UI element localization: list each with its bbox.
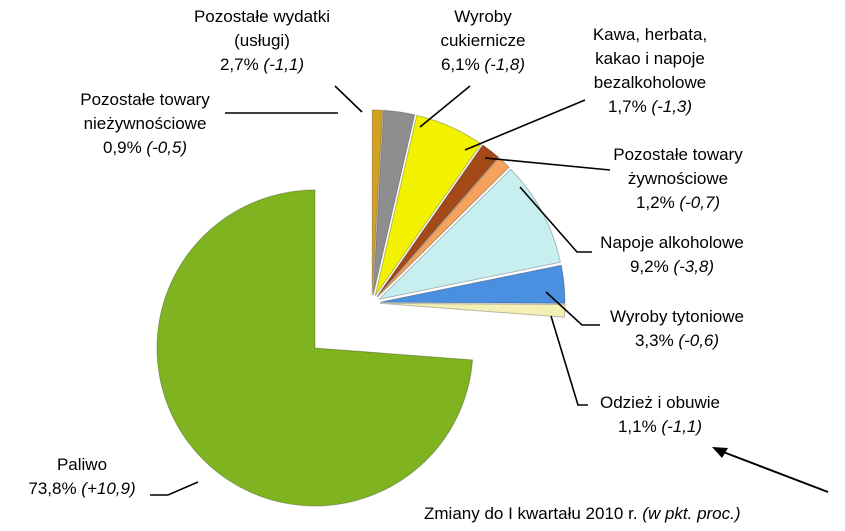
slice (377, 156, 510, 298)
value-label: 1,1% (-1,1) (618, 417, 702, 436)
value-label: 3,3% (-0,6) (635, 331, 719, 350)
percent: 0,9% (103, 138, 142, 157)
percent: 3,3% (635, 331, 674, 350)
label-line: bezalkoholowe (594, 73, 706, 92)
change: (-1,1) (661, 417, 702, 436)
category-label: Wyroby cukiernicze (440, 7, 525, 50)
slice (372, 109, 416, 296)
value-label: 1,7% (-1,3) (608, 97, 692, 116)
label-line: kakao i napoje (595, 49, 705, 68)
label-line: żywnościowe (628, 169, 728, 188)
change: (-0,6) (678, 331, 719, 350)
category-label: Pozostałe towary żywnościowe (613, 145, 743, 188)
leader-line (150, 481, 199, 496)
category-label: Odzież i obuwie (600, 393, 720, 412)
change: (-0,5) (146, 138, 187, 157)
slice (156, 189, 474, 507)
label-line: Wyroby tytoniowe (610, 307, 744, 326)
note-unit: (w pkt. proc.) (642, 504, 740, 523)
change: (-1,3) (651, 97, 692, 116)
change: (-3,8) (673, 257, 714, 276)
change: (+10,9) (81, 479, 135, 498)
category-label: Pozostałe towary nieżywnościowe (80, 90, 210, 133)
percent: 9,2% (630, 257, 669, 276)
slice (379, 264, 566, 304)
change: (-1,8) (484, 55, 525, 74)
category-label: Paliwo (57, 455, 107, 474)
slice (376, 144, 500, 298)
value-label: 0,9% (-0,5) (103, 138, 187, 157)
leader-line (484, 157, 611, 171)
label-line: Kawa, herbata, (593, 25, 707, 44)
category-label: Napoje alkoholowe (600, 233, 744, 252)
leader-line (334, 85, 363, 113)
label-line: Wyroby (454, 7, 512, 26)
value-label: 1,2% (-0,7) (636, 193, 720, 212)
slice (379, 302, 566, 318)
category-label: Wyroby tytoniowe (610, 307, 744, 326)
percent: 6,1% (441, 55, 480, 74)
category-label: Pozostałe wydatki (usługi) (194, 7, 330, 50)
leader-line (464, 99, 586, 151)
change: (-0,7) (679, 193, 720, 212)
percent: 2,7% (220, 55, 259, 74)
label-line: Pozostałe towary (613, 145, 743, 164)
slice (371, 109, 384, 296)
value-label: 9,2% (-3,8) (630, 257, 714, 276)
labels: Pozostałe towary nieżywnościowe 0,9% (-0,5… (28, 7, 744, 498)
category-label: Kawa, herbata, kakao i napoje bezalkoholow… (593, 25, 707, 92)
change: (-1,1) (263, 55, 304, 74)
label-line: Pozostałe towary (80, 90, 210, 109)
label-line: nieżywnościowe (84, 114, 207, 133)
note: Zmiany do I kwartału 2010 r. (w pkt. pro… (424, 504, 741, 523)
leader-line (519, 186, 592, 253)
pie (156, 109, 566, 507)
label-line: Odzież i obuwie (600, 393, 720, 412)
value-label: 2,7% (-1,1) (220, 55, 304, 74)
percent: 1,2% (636, 193, 675, 212)
percent: 1,7% (608, 97, 647, 116)
note-arrow (717, 449, 829, 493)
label-line: (usługi) (234, 31, 290, 50)
label-line: Paliwo (57, 455, 107, 474)
percent: 73,8% (28, 479, 76, 498)
percent: 1,1% (618, 417, 657, 436)
label-line: cukiernicze (440, 31, 525, 50)
value-label: 6,1% (-1,8) (441, 55, 525, 74)
leader-line (419, 85, 471, 128)
leader-line (545, 291, 600, 326)
label-line: Pozostałe wydatki (194, 7, 330, 26)
label-line: Napoje alkoholowe (600, 233, 744, 252)
note-text: Zmiany do I kwartału 2010 r. (424, 504, 638, 523)
leader-line (550, 315, 588, 406)
note-arrowhead (712, 447, 728, 458)
value-label: 73,8% (+10,9) (28, 479, 135, 498)
